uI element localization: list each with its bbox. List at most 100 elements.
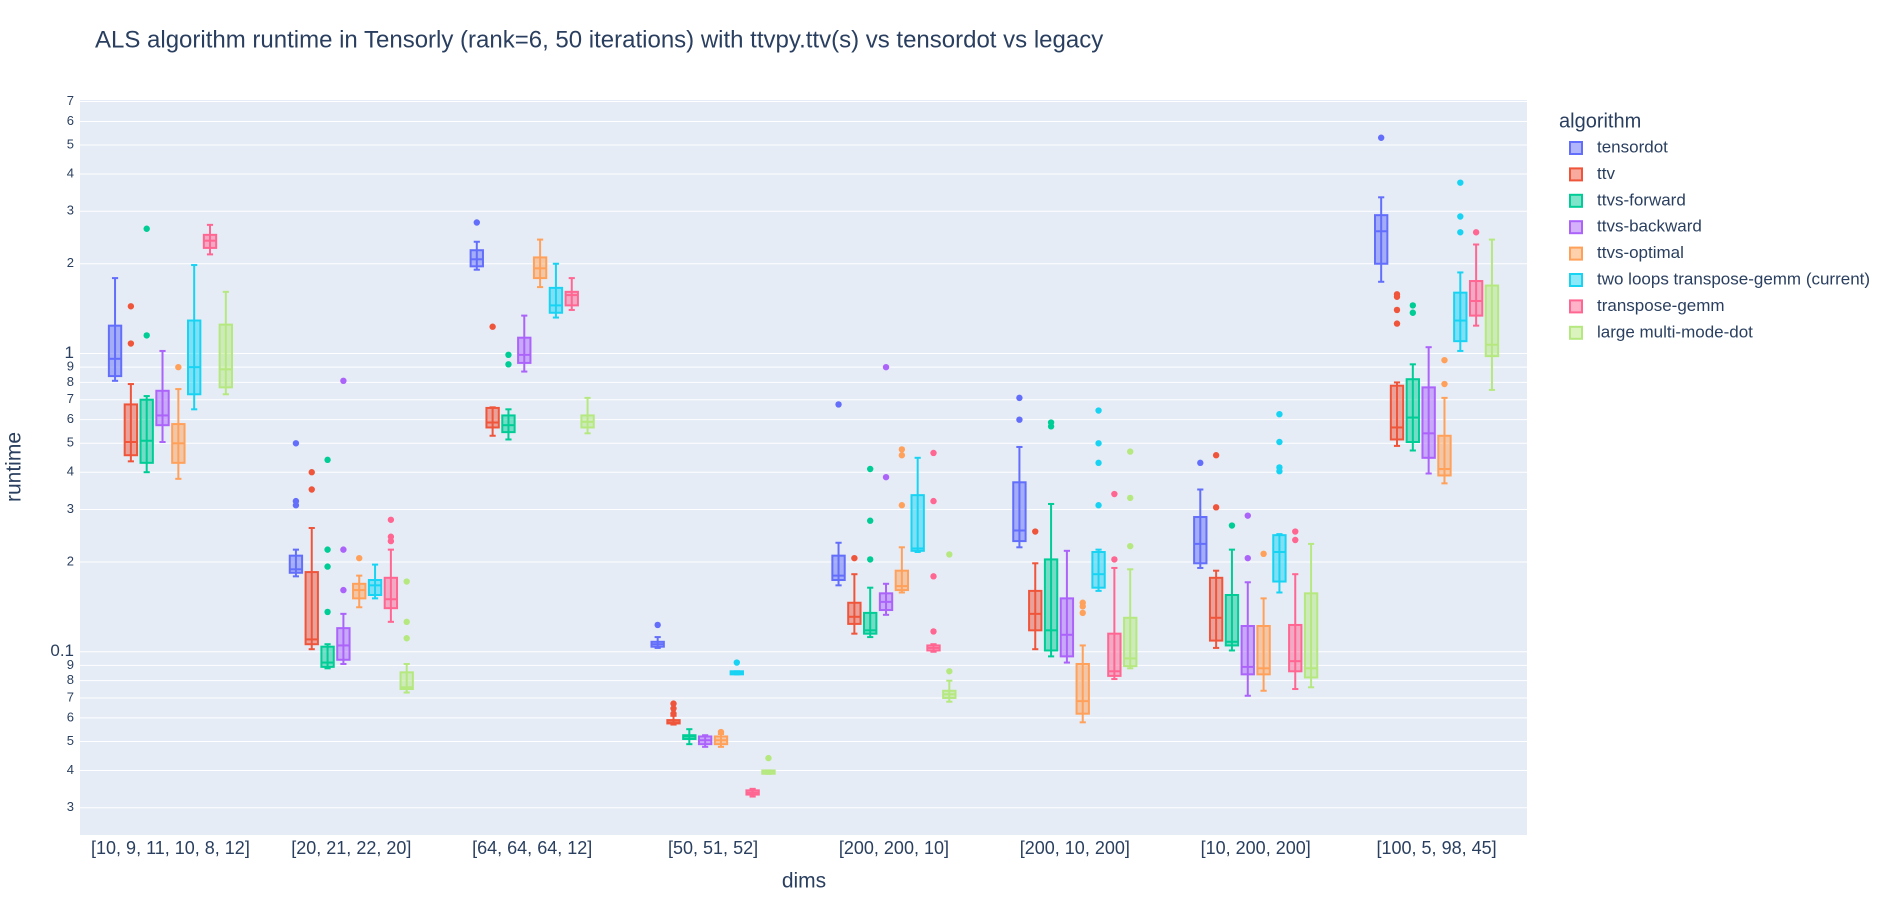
y-tick-label: 8 <box>67 672 74 687</box>
box <box>123 403 139 457</box>
outlier <box>473 219 480 226</box>
outlier <box>1457 229 1464 236</box>
box <box>304 571 319 646</box>
outlier <box>356 554 363 562</box>
box <box>336 627 351 661</box>
outlier <box>340 377 347 385</box>
outlier <box>127 303 135 310</box>
x-tick-label: [50, 51, 52] <box>668 838 758 858</box>
box <box>1012 481 1027 543</box>
outlier <box>505 351 512 359</box>
outlier <box>898 502 906 509</box>
box <box>548 286 564 314</box>
outlier <box>1079 609 1086 617</box>
outlier <box>175 363 182 371</box>
box <box>1468 280 1484 317</box>
outlier <box>403 618 410 626</box>
outlier <box>340 586 347 594</box>
y-tick-label: 2 <box>67 553 74 568</box>
legend-label: transpose-gemm <box>1597 296 1725 315</box>
outlier <box>1409 302 1417 309</box>
outlier <box>1095 440 1102 447</box>
box <box>863 611 878 635</box>
outlier <box>866 556 874 563</box>
x-tick-label: [100, 5, 98, 45] <box>1377 838 1497 858</box>
plot-background <box>80 100 1527 835</box>
outlier <box>308 469 315 476</box>
box <box>352 582 367 600</box>
box <box>1043 558 1059 652</box>
legend-symbol <box>1569 141 1583 155</box>
box <box>1107 632 1122 677</box>
outlier <box>387 537 395 545</box>
outlier <box>866 517 874 524</box>
y-tick-label: 6 <box>67 113 74 128</box>
outlier <box>1441 356 1448 364</box>
outlier <box>898 452 906 459</box>
box <box>1405 378 1420 444</box>
outlier <box>670 705 677 712</box>
y-tick-label: 7 <box>67 689 74 704</box>
y-axis-title: runtime <box>3 432 26 502</box>
outlier <box>143 332 150 339</box>
outlier <box>930 449 937 457</box>
outlier <box>324 546 331 553</box>
outlier <box>1079 603 1086 610</box>
outlier <box>882 473 890 481</box>
box <box>320 645 335 668</box>
outlier <box>1244 512 1251 519</box>
outlier <box>930 497 937 505</box>
outlier <box>1047 423 1055 430</box>
outlier <box>1016 416 1023 423</box>
outlier <box>654 621 661 629</box>
x-tick-label: [200, 10, 200] <box>1020 838 1130 858</box>
outlier <box>1016 394 1023 402</box>
outlier <box>1393 320 1401 327</box>
y-tick-label: 7 <box>67 93 74 108</box>
box <box>139 398 154 464</box>
outlier <box>1111 490 1118 498</box>
outlier <box>143 225 150 232</box>
box <box>831 554 846 582</box>
box <box>107 324 123 378</box>
box <box>501 414 516 434</box>
box <box>847 601 862 625</box>
outlier <box>882 363 890 371</box>
y-tick-label: 0.1 <box>50 641 74 660</box>
y-tick-label: 3 <box>67 799 74 814</box>
outlier <box>946 551 953 558</box>
x-axis-title: dims <box>782 870 826 893</box>
outlier <box>835 401 842 408</box>
box <box>910 494 925 552</box>
outlier <box>733 659 741 666</box>
outlier <box>1409 309 1417 316</box>
outlier <box>1095 407 1102 414</box>
chart-title: ALS algorithm runtime in Tensorly (rank=… <box>95 26 1103 53</box>
box <box>1240 625 1255 676</box>
box <box>367 579 383 596</box>
outlier <box>898 446 906 453</box>
box <box>383 576 399 610</box>
y-tick-label: 9 <box>67 359 74 374</box>
box <box>1272 534 1287 583</box>
box <box>1123 616 1138 668</box>
outlier <box>403 578 410 585</box>
box <box>1224 593 1240 647</box>
outlier <box>1276 410 1283 418</box>
box <box>1256 625 1271 676</box>
x-tick-label: [10, 9, 11, 10, 8, 12] <box>91 838 250 858</box>
box <box>1193 516 1208 565</box>
box <box>399 671 414 691</box>
outlier <box>670 700 677 707</box>
outlier <box>489 323 496 330</box>
y-tick-label: 1 <box>65 343 74 362</box>
outlier <box>340 546 347 553</box>
x-tick-label: [64, 64, 64, 12] <box>472 838 592 858</box>
outlier <box>1377 134 1385 141</box>
legend-label: ttvs-backward <box>1597 217 1702 236</box>
outlier <box>851 554 858 562</box>
box <box>155 389 170 427</box>
legend-symbol <box>1569 299 1583 314</box>
outlier <box>292 440 300 447</box>
outlier <box>717 728 725 736</box>
